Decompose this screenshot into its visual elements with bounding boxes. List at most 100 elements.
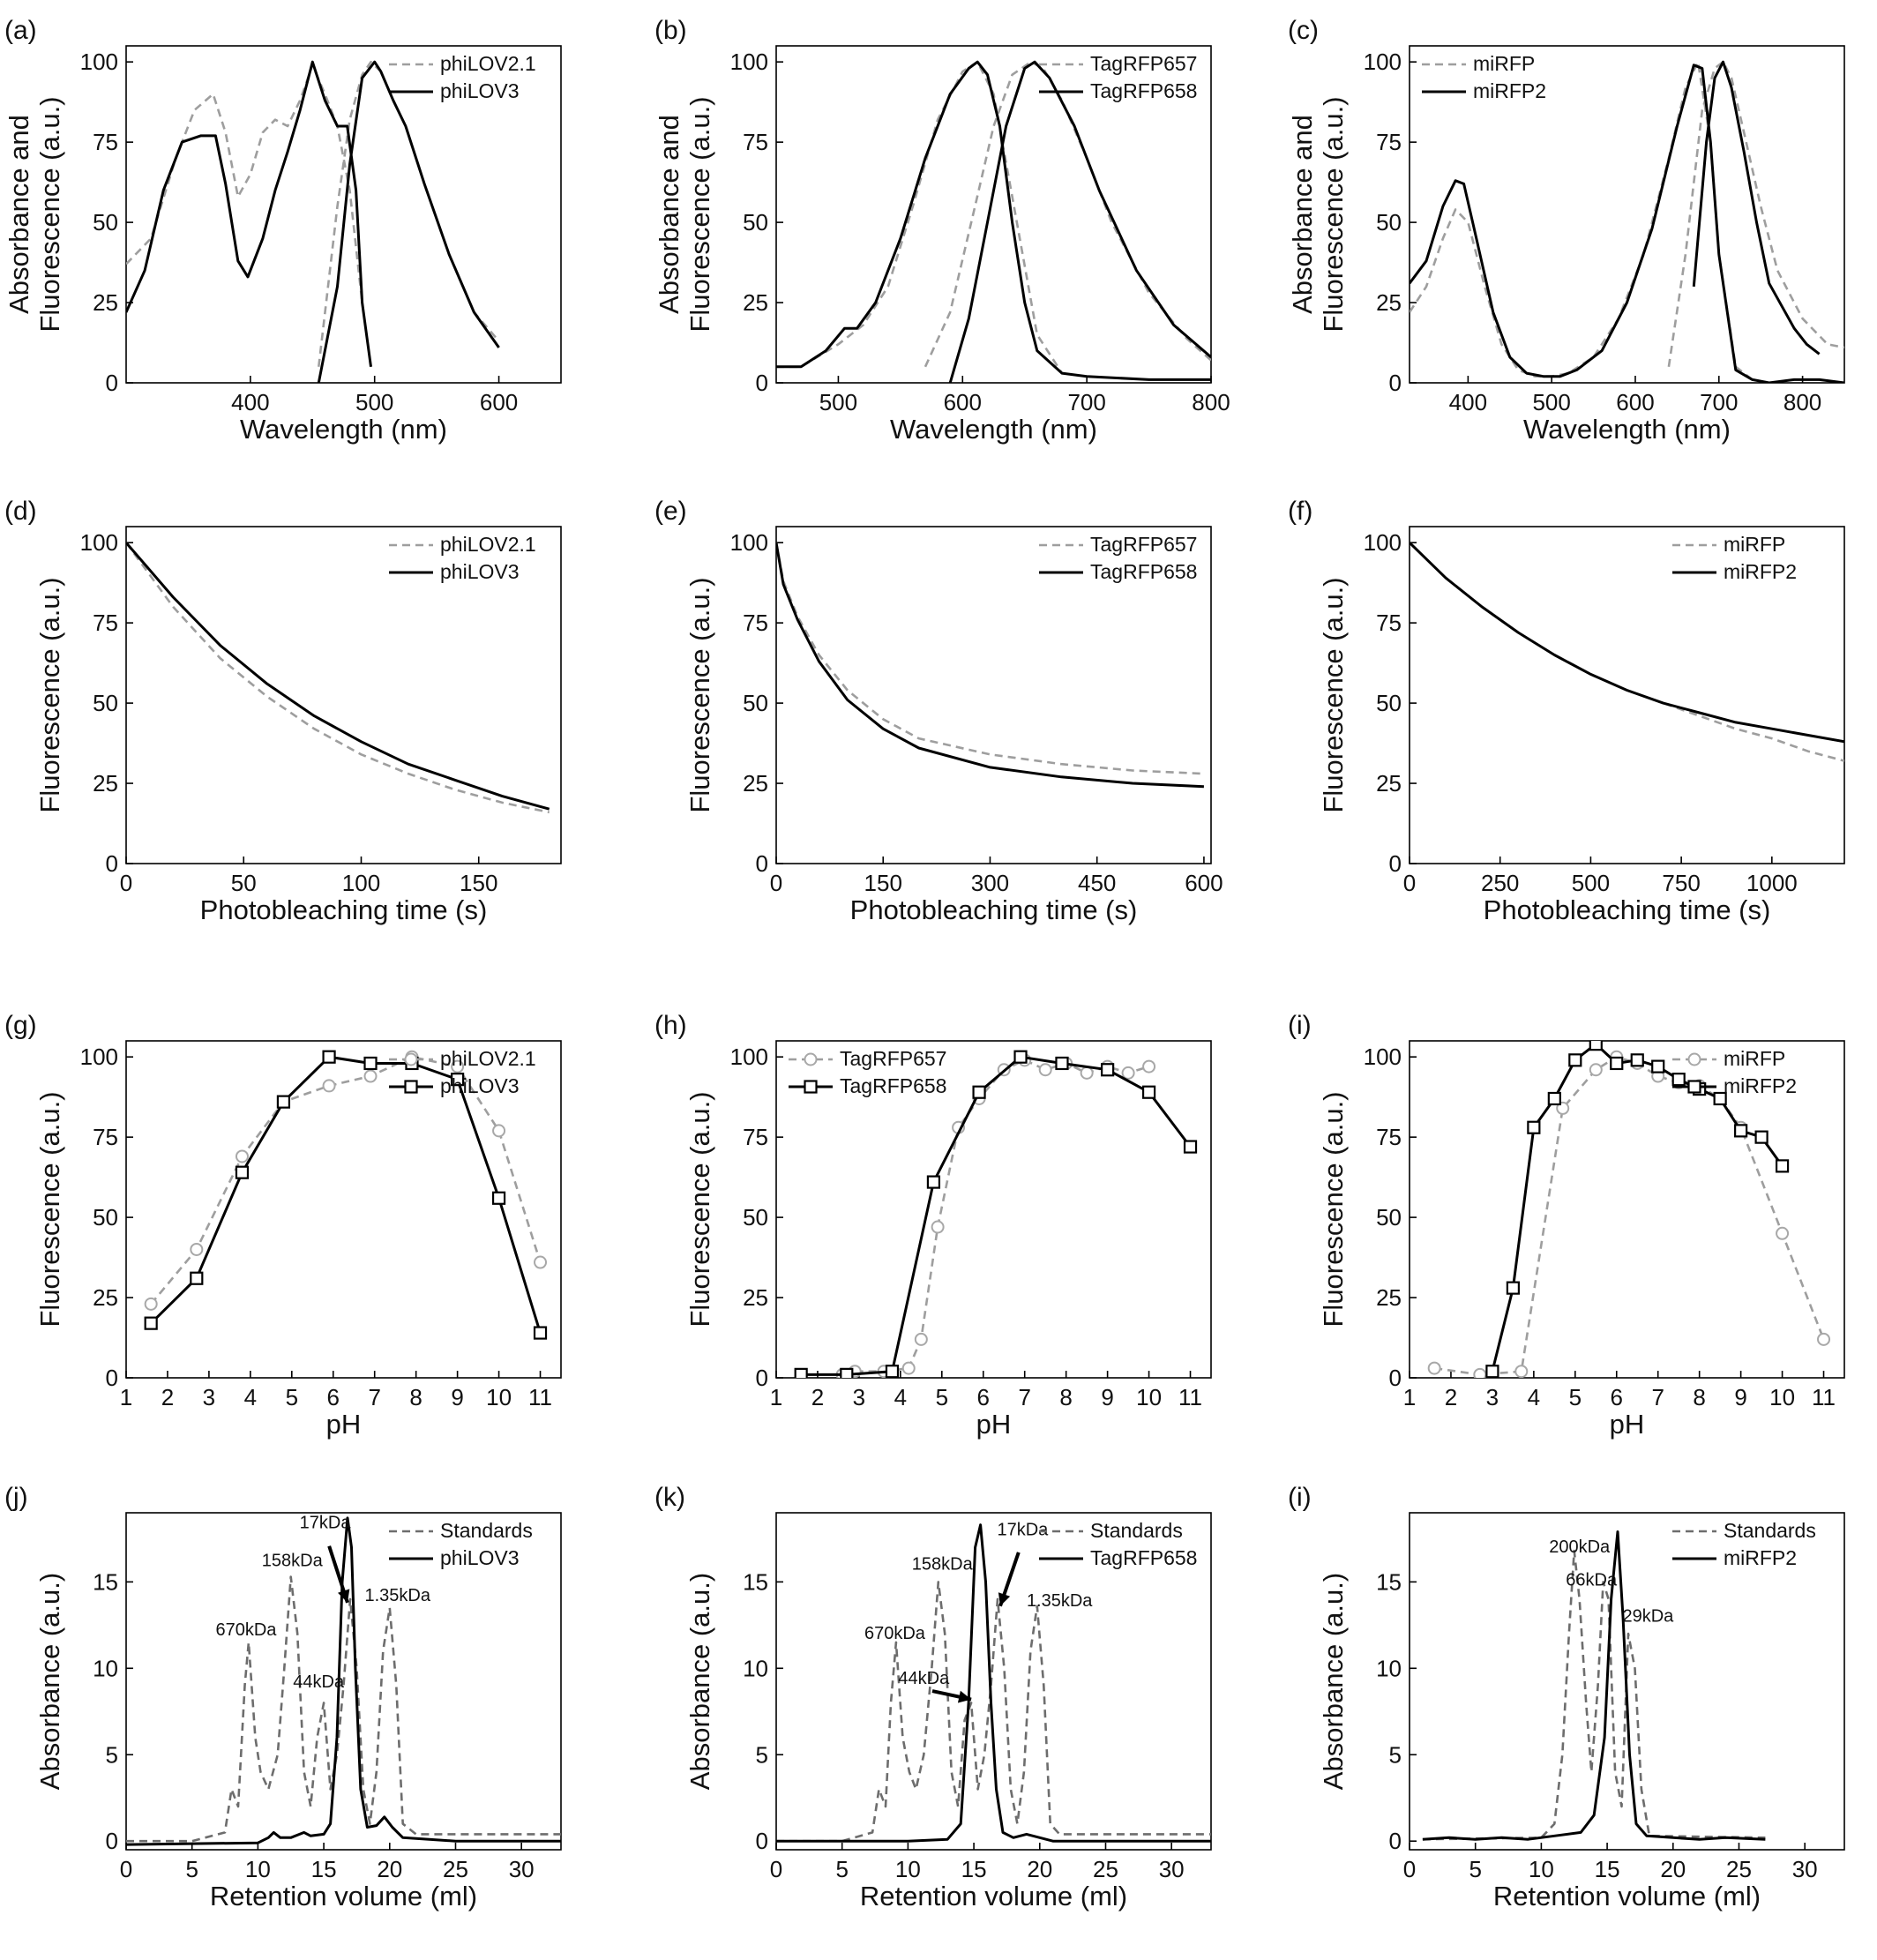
annotation-label: 158kDa bbox=[912, 1555, 974, 1575]
x-tick-label: 450 bbox=[1078, 870, 1116, 896]
x-tick-label: 2 bbox=[1445, 1384, 1457, 1410]
x-tick-label: 4 bbox=[244, 1384, 257, 1410]
series-group bbox=[144, 1050, 548, 1340]
series-line-TagRFP657 bbox=[841, 1059, 1149, 1376]
x-tick-label: 600 bbox=[1616, 389, 1654, 415]
data-point bbox=[492, 1124, 506, 1138]
panel-label: (j) bbox=[4, 1483, 28, 1512]
x-tick-label: 30 bbox=[1792, 1856, 1818, 1882]
y-tick-label: 25 bbox=[93, 289, 118, 316]
x-tick-label: 300 bbox=[971, 870, 1009, 896]
y-tick-label: 0 bbox=[106, 370, 118, 396]
series-line-TagRFP658 bbox=[776, 1523, 1211, 1843]
y-tick-label: 25 bbox=[1376, 1284, 1402, 1311]
series-line-TagRFP658 bbox=[776, 60, 1211, 381]
x-tick-label: 0 bbox=[770, 870, 782, 896]
data-point bbox=[533, 1326, 548, 1340]
data-point bbox=[1775, 1159, 1790, 1173]
y-tick-label: 5 bbox=[106, 1741, 118, 1768]
x-tick-label: 50 bbox=[231, 870, 257, 896]
x-tick-label: 20 bbox=[1027, 1856, 1052, 1882]
x-tick-label: 11 bbox=[1178, 1384, 1202, 1410]
data-point bbox=[276, 1095, 291, 1109]
legend-marker bbox=[1687, 1080, 1701, 1094]
x-tick-label: 15 bbox=[311, 1856, 337, 1882]
y-tick-label: 50 bbox=[93, 209, 118, 236]
series-line-TagRFP658-em bbox=[948, 60, 1211, 383]
y-tick-label: 0 bbox=[1389, 1828, 1402, 1854]
y-axis-label: Fluorescence (a.u.) bbox=[684, 1091, 715, 1327]
x-tick-label: 100 bbox=[342, 870, 380, 896]
x-axis-label: Retention volume (ml) bbox=[860, 1881, 1127, 1911]
chart-panel-1: (a) 400 500 600 0 25 50 75 100 Wavelength (nm) Abs… bbox=[4, 16, 562, 445]
y-tick-label: 100 bbox=[730, 529, 768, 556]
x-tick-label: 25 bbox=[1726, 1856, 1752, 1882]
x-tick-label: 250 bbox=[1481, 870, 1519, 896]
plot-frame bbox=[775, 526, 1212, 864]
x-tick-label: 7 bbox=[1018, 1384, 1030, 1410]
series-line-phiLOV2.1 bbox=[126, 64, 363, 303]
series-group bbox=[776, 60, 1211, 383]
y-tick-label: 100 bbox=[730, 1044, 768, 1070]
panel-label: (e) bbox=[654, 497, 687, 526]
chart-panel-8: (h) 1 2 3 4 5 6 7 8 9 10 11 0 25 50 75 100 pH Fluorescence… bbox=[654, 1011, 1212, 1440]
y-tick-label: 50 bbox=[93, 1204, 118, 1231]
data-point bbox=[1776, 1226, 1790, 1240]
legend-label: phiLOV3 bbox=[440, 1074, 520, 1097]
annotation-arrowhead bbox=[998, 1592, 1011, 1606]
annotation-label: 158kDa bbox=[262, 1552, 324, 1571]
series-group bbox=[776, 542, 1204, 789]
legend-label: miRFP2 bbox=[1724, 560, 1797, 583]
x-axis-label: Wavelength (nm) bbox=[890, 414, 1097, 445]
x-tick-label: 5 bbox=[835, 1856, 848, 1882]
chart-panel-3: (c) 400 500 600 700 800 0 25 50 75 100 Wavelength (… bbox=[1287, 16, 1845, 445]
legend-marker bbox=[404, 1080, 418, 1094]
data-point bbox=[794, 1367, 808, 1378]
y-tick-label: 100 bbox=[1364, 1044, 1402, 1070]
x-tick-label: 10 bbox=[1769, 1384, 1795, 1410]
x-tick-label: 500 bbox=[355, 389, 393, 415]
x-tick-label: 30 bbox=[509, 1856, 535, 1882]
y-tick-label: 15 bbox=[93, 1568, 118, 1595]
x-axis-label: pH bbox=[326, 1409, 362, 1440]
plot-frame bbox=[775, 1512, 1212, 1851]
x-tick-label: 500 bbox=[1572, 870, 1610, 896]
x-tick-label: 3 bbox=[853, 1384, 865, 1410]
legend-label: TagRFP657 bbox=[840, 1047, 946, 1070]
data-point bbox=[1121, 1066, 1135, 1080]
x-tick-label: 400 bbox=[1449, 389, 1487, 415]
x-tick-label: 25 bbox=[1093, 1856, 1118, 1882]
y-tick-label: 0 bbox=[756, 850, 768, 877]
panel-label: (i) bbox=[1288, 1483, 1312, 1512]
x-axis-label: Photobleaching time (s) bbox=[850, 894, 1138, 925]
annotation-label: 66kDa bbox=[1566, 1570, 1618, 1590]
y-axis-label: Fluorescence (a.u.) bbox=[684, 96, 715, 332]
x-tick-label: 30 bbox=[1159, 1856, 1185, 1882]
y-tick-label: 50 bbox=[743, 1204, 768, 1231]
series-line-miRFP-em bbox=[1667, 60, 1844, 367]
annotation-arrowhead bbox=[338, 1589, 350, 1603]
y-tick-label: 100 bbox=[1364, 49, 1402, 75]
series-line-Standards bbox=[126, 1575, 561, 1843]
x-tick-label: 1 bbox=[120, 1384, 132, 1410]
series-line-TagRFP658 bbox=[801, 1055, 1192, 1376]
annotation-label: 44kDa bbox=[898, 1669, 950, 1688]
x-tick-label: 7 bbox=[368, 1384, 380, 1410]
y-tick-label: 75 bbox=[743, 1124, 768, 1150]
x-axis-label: Photobleaching time (s) bbox=[200, 894, 488, 925]
annotation-label: 44kDa bbox=[293, 1672, 345, 1692]
legend-label: phiLOV3 bbox=[440, 1546, 520, 1569]
x-tick-label: 500 bbox=[819, 389, 857, 415]
x-tick-label: 0 bbox=[1403, 870, 1416, 896]
data-point bbox=[235, 1149, 249, 1163]
x-tick-label: 800 bbox=[1192, 389, 1230, 415]
y-tick-label: 25 bbox=[93, 770, 118, 797]
x-axis-label: pH bbox=[1610, 1409, 1645, 1440]
y-tick-label: 25 bbox=[743, 770, 768, 797]
series-line-phiLOV3 bbox=[126, 60, 372, 368]
data-point bbox=[144, 1316, 158, 1330]
x-tick-label: 9 bbox=[451, 1384, 463, 1410]
data-point bbox=[1080, 1066, 1094, 1080]
